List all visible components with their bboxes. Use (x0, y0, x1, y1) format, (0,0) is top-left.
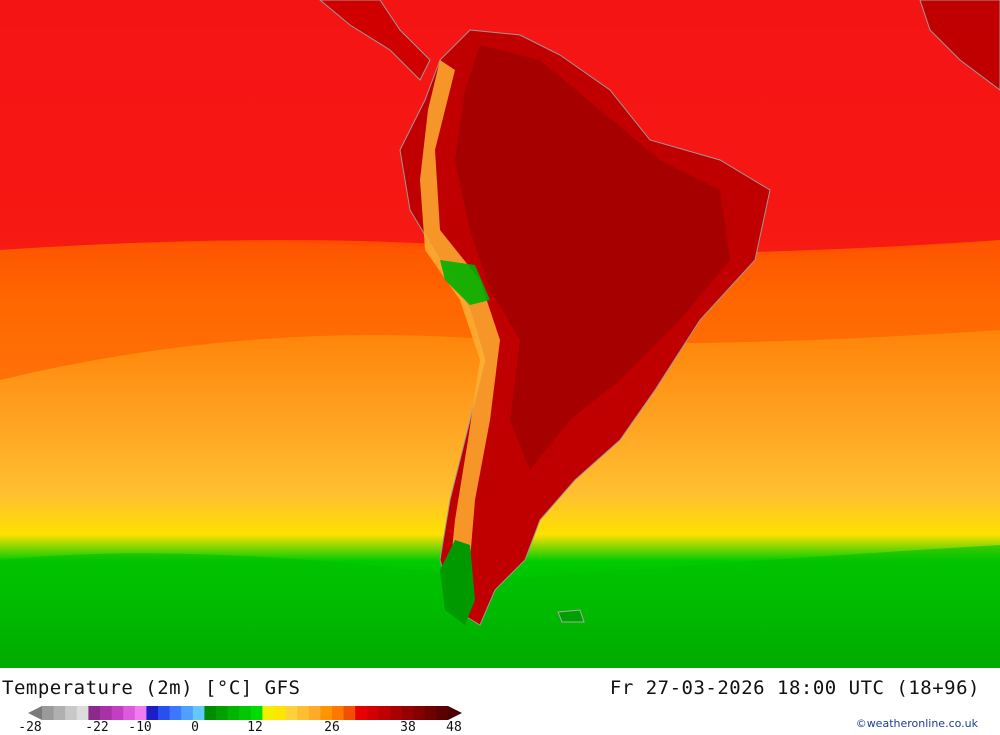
credit-link[interactable]: ©weatheronline.co.uk (855, 717, 978, 730)
footer: Temperature (2m) [°C] GFS Fr 27-03-2026 … (0, 668, 1000, 735)
valid-time: Fr 27-03-2026 18:00 UTC (18+96) (609, 677, 980, 699)
legend-swatch (100, 706, 112, 720)
legend-tick: 0 (191, 720, 199, 735)
legend-swatch (204, 706, 217, 720)
legend-swatch (366, 706, 379, 720)
legend-swatch (355, 706, 368, 720)
legend-swatch (76, 706, 89, 720)
legend-swatch (320, 706, 333, 720)
legend-swatch (169, 706, 182, 720)
legend-swatch (332, 706, 344, 720)
legend-swatch (42, 706, 54, 720)
legend-swatch (158, 706, 170, 720)
legend-swatch (250, 706, 263, 720)
legend-arrow-right (448, 706, 462, 720)
legend-swatch (216, 706, 228, 720)
legend-swatch (53, 706, 66, 720)
legend-swatch (308, 706, 321, 720)
legend-swatch (297, 706, 310, 720)
temperature-map (0, 0, 1000, 668)
legend-swatch (134, 706, 147, 720)
legend-tick: -22 (85, 720, 109, 735)
legend-swatch (227, 706, 240, 720)
legend-swatch (285, 706, 298, 720)
legend-swatch (123, 706, 136, 720)
legend-tick: 26 (324, 720, 340, 735)
legend-swatch (262, 706, 275, 720)
legend-swatch (181, 706, 194, 720)
legend-tick: -28 (18, 720, 42, 735)
legend-swatch (111, 706, 124, 720)
legend-swatch (146, 706, 159, 720)
legend-swatch (436, 706, 449, 720)
patagonia-green (440, 540, 475, 625)
ocean-cold-band (0, 545, 1000, 668)
legend-swatch (424, 706, 437, 720)
legend-swatch (343, 706, 356, 720)
falkland-islands (557, 609, 585, 623)
legend-swatch (192, 706, 205, 720)
legend-swatch (401, 706, 414, 720)
central-america (319, 0, 431, 81)
legend-tick: 12 (247, 720, 263, 735)
legend-swatch (390, 706, 402, 720)
legend-arrow-left (28, 706, 42, 720)
amazon-hot-core (455, 45, 730, 470)
andes-cool-strip (420, 60, 500, 600)
legend-swatch (378, 706, 391, 720)
legend-swatch (239, 706, 252, 720)
legend-swatch (274, 706, 286, 720)
map-title: Temperature (2m) [°C] GFS (2, 677, 301, 699)
color-legend (28, 706, 462, 720)
legend-tick: -10 (128, 720, 152, 735)
legend-swatch (65, 706, 78, 720)
legend-tick: 48 (446, 720, 462, 735)
legend-tick: 38 (400, 720, 416, 735)
west-africa-corner (919, 0, 1000, 91)
legend-swatch (413, 706, 426, 720)
legend-swatch (88, 706, 101, 720)
andes-green-patch (440, 260, 490, 305)
